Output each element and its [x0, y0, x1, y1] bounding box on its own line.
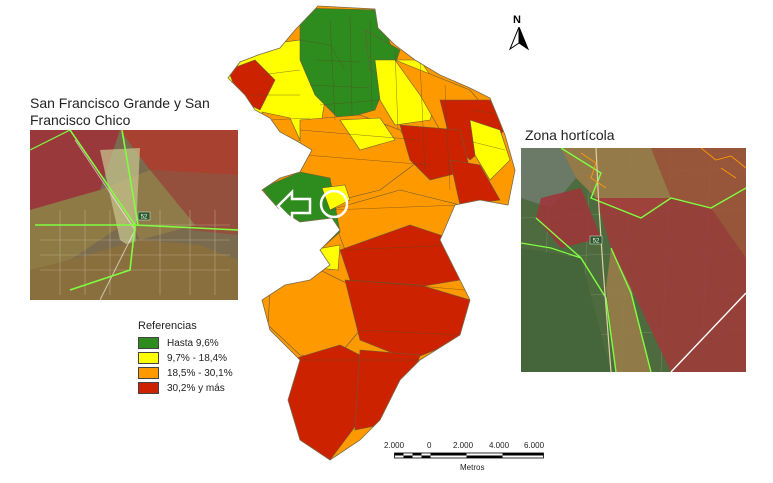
legend-swatch-red — [138, 382, 159, 394]
scale-unit-label: Metros — [460, 463, 485, 472]
left-inset-image: 52 — [30, 130, 238, 300]
left-inset-title: San Francisco Grande y San Francisco Chi… — [30, 95, 210, 128]
north-arrow: N — [506, 14, 532, 51]
legend-swatch-yellow — [138, 352, 159, 364]
legend-swatch-green — [138, 337, 159, 349]
legend-item: 30,2% y más — [138, 381, 288, 395]
legend-item: 9,7% - 18,4% — [138, 351, 288, 365]
legend-item: Hasta 9,6% — [138, 336, 288, 350]
north-arrow-icon — [508, 27, 530, 51]
scale-tick-label: 4.000 — [489, 441, 510, 450]
legend-label: Hasta 9,6% — [167, 337, 219, 349]
legend-item: 18,5% - 30,1% — [138, 366, 288, 380]
legend-label: 18,5% - 30,1% — [167, 367, 233, 379]
legend-title: Referencias — [138, 320, 197, 332]
scale-tick-label: 6.000 — [524, 441, 545, 450]
left-arrow-icon — [276, 188, 312, 224]
legend-label: 30,2% y más — [167, 382, 225, 394]
scale-bar-graphic — [394, 452, 544, 459]
scale-bar: 2.000 0 2.000 4.000 6.000 Metros — [384, 441, 544, 475]
right-inset-image: 52 — [521, 148, 746, 372]
scale-tick-label: 0 — [427, 441, 432, 450]
scale-tick-label: 2.000 — [453, 441, 474, 450]
road-marker-right: 52 — [593, 239, 600, 245]
legend-label: 9,7% - 18,4% — [167, 352, 228, 364]
location-circle-icon — [319, 189, 349, 219]
north-label: N — [513, 14, 521, 26]
legend: Referencias Hasta 9,6% 9,7% - 18,4% 18,5… — [138, 320, 288, 396]
right-inset-title: Zona hortícola — [525, 127, 615, 143]
scale-tick-label: 2.000 — [384, 441, 405, 450]
legend-swatch-orange — [138, 367, 159, 379]
road-marker-left: 52 — [141, 215, 148, 221]
main-map — [227, 5, 516, 461]
